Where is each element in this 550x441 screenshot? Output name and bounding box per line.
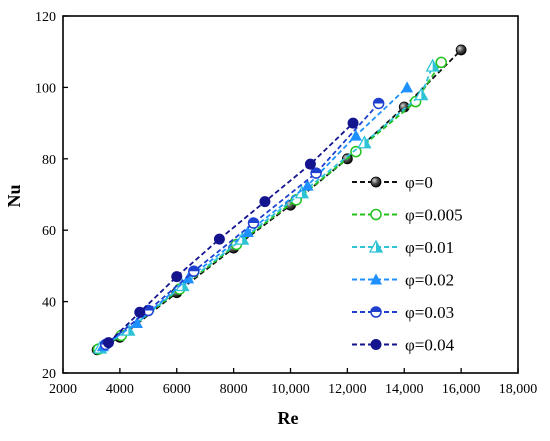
data-point xyxy=(103,337,114,349)
series-layer xyxy=(91,44,467,356)
series-3 xyxy=(96,81,414,352)
series-line xyxy=(99,65,434,349)
legend-label: φ=0.03 xyxy=(405,303,454,322)
y-tick-label: 120 xyxy=(35,10,56,25)
data-point xyxy=(455,44,467,56)
data-point xyxy=(130,317,143,329)
data-point xyxy=(259,196,271,208)
legend-marker xyxy=(370,273,382,285)
data-point xyxy=(241,225,254,237)
x-tick-label: 14,000 xyxy=(385,382,424,397)
data-point xyxy=(435,56,447,69)
data-point xyxy=(310,167,322,179)
x-tick-label: 6000 xyxy=(163,382,191,397)
legend-marker xyxy=(370,176,382,188)
x-tick-label: 8000 xyxy=(220,382,248,397)
x-tick-label: 4000 xyxy=(106,382,134,397)
legend-label: φ=0.005 xyxy=(405,206,463,225)
legend-label: φ=0.02 xyxy=(405,271,454,290)
data-point xyxy=(425,58,440,72)
data-point xyxy=(182,272,195,284)
data-point xyxy=(301,179,314,191)
x-tick-label: 16,000 xyxy=(442,382,481,397)
series-line xyxy=(96,49,462,351)
data-point xyxy=(134,306,146,318)
data-point xyxy=(304,158,316,170)
series-5 xyxy=(103,117,359,349)
data-point xyxy=(357,135,372,149)
data-point xyxy=(414,87,429,101)
x-axis-title: Re xyxy=(278,408,299,428)
data-point xyxy=(401,81,414,93)
data-point xyxy=(350,145,362,158)
y-tick-label: 80 xyxy=(42,153,56,168)
data-point xyxy=(347,117,359,129)
series-line xyxy=(105,102,380,346)
legend-marker xyxy=(370,339,382,350)
data-point xyxy=(142,304,155,317)
legend-marker xyxy=(370,306,382,318)
legend-item: φ=0.04 xyxy=(352,336,455,355)
x-tick-label: 2000 xyxy=(49,382,77,397)
legend-item: φ=0.005 xyxy=(352,206,463,225)
y-tick-label: 40 xyxy=(42,296,56,311)
legend-label: φ=0.01 xyxy=(405,238,454,257)
y-tick-label: 100 xyxy=(35,81,56,96)
series-line xyxy=(98,61,442,350)
legend-label: φ=0 xyxy=(405,173,433,192)
data-point xyxy=(349,129,362,141)
y-axis-title: Nu xyxy=(4,184,24,207)
legend-item: φ=0.02 xyxy=(352,271,454,290)
y-tick-label: 20 xyxy=(42,367,56,382)
data-point xyxy=(247,217,260,229)
data-point xyxy=(213,233,225,245)
legend-item: φ=0.03 xyxy=(352,303,454,322)
x-tick-label: 10,000 xyxy=(271,382,310,397)
legend-item: φ=0 xyxy=(352,173,433,192)
data-point xyxy=(171,271,183,283)
data-point xyxy=(188,265,200,278)
tick-layer: 2000 4000 6000 8000 10,000 12,000 14,000 16,000… xyxy=(35,10,537,397)
legend: φ=0 φ=0.005 φ=0.01 φ=0.02 φ=0.03 φ=0.04 xyxy=(352,173,463,355)
legend-item: φ=0.01 xyxy=(352,238,454,257)
x-tick-label: 18,000 xyxy=(499,382,538,397)
legend-label: φ=0.04 xyxy=(405,336,455,355)
legend-marker xyxy=(368,239,384,253)
y-tick-label: 60 xyxy=(42,224,56,239)
data-point xyxy=(372,97,385,110)
x-tick-label: 12,000 xyxy=(328,382,367,397)
legend-marker xyxy=(370,208,382,221)
